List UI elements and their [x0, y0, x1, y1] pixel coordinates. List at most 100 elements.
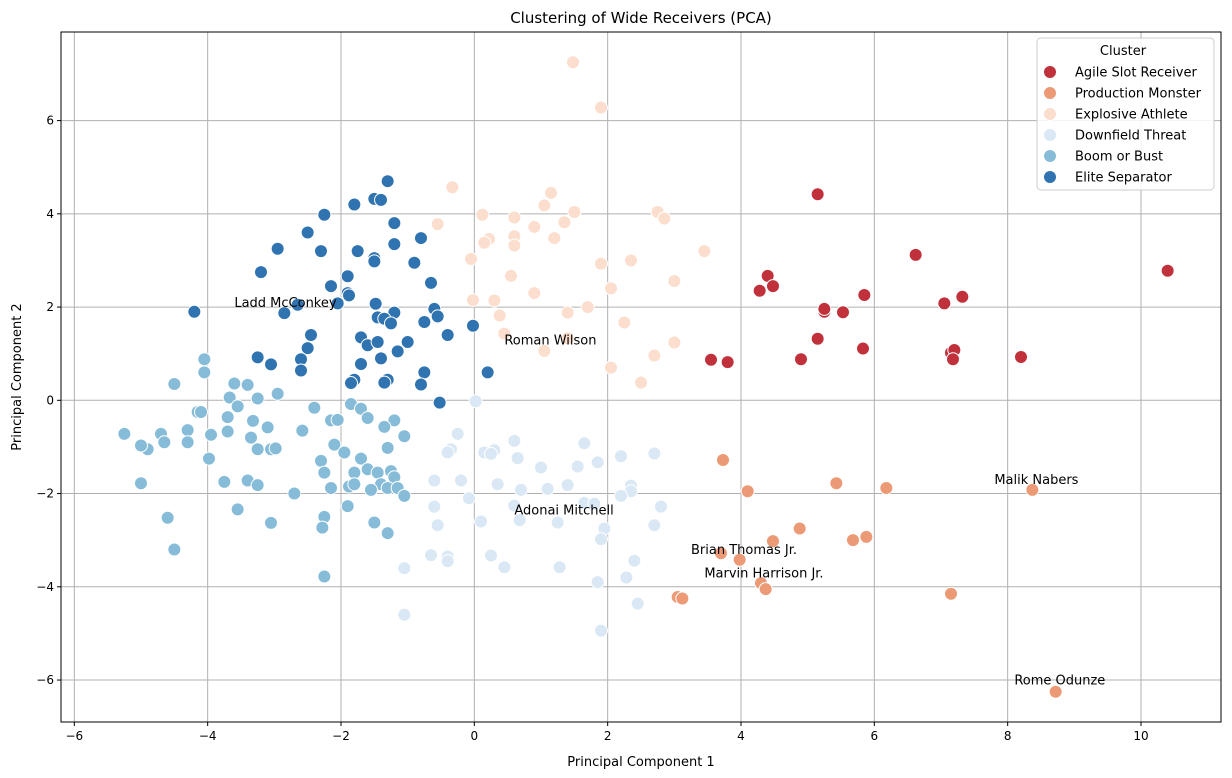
- point-boom-or-bust: [370, 465, 385, 480]
- point-explosive-athlete: [497, 326, 512, 341]
- point-explosive-athlete: [487, 293, 502, 308]
- point-downfield-threat: [497, 560, 512, 575]
- legend-marker: [1043, 86, 1057, 100]
- point-production-monster: [792, 521, 807, 536]
- point-boom-or-bust: [244, 430, 258, 445]
- point-production-monster: [766, 534, 780, 549]
- point-agile-slot-receiver: [794, 352, 808, 367]
- point-boom-or-bust: [397, 488, 412, 503]
- point-elite-separator: [370, 335, 385, 350]
- point-downfield-threat: [570, 459, 585, 474]
- legend-label: Explosive Athlete: [1075, 108, 1188, 123]
- annotation-label: Rome Odunze: [1014, 674, 1105, 689]
- point-downfield-threat: [397, 607, 412, 622]
- point-downfield-threat: [560, 478, 575, 493]
- point-boom-or-bust: [315, 520, 330, 535]
- x-tick-label: 2: [604, 729, 612, 743]
- point-boom-or-bust: [220, 424, 235, 439]
- point-downfield-threat: [619, 570, 634, 585]
- point-explosive-athlete: [504, 268, 518, 283]
- point-agile-slot-receiver: [836, 305, 850, 320]
- point-downfield-threat: [468, 394, 483, 409]
- point-boom-or-bust: [180, 435, 195, 450]
- point-elite-separator: [340, 269, 355, 284]
- point-elite-separator: [270, 241, 285, 256]
- data-points: [117, 55, 1175, 699]
- point-explosive-athlete: [507, 210, 522, 225]
- point-downfield-threat: [550, 515, 565, 530]
- point-explosive-athlete: [547, 231, 562, 246]
- point-boom-or-bust: [324, 480, 338, 495]
- point-elite-separator: [374, 351, 388, 366]
- point-explosive-athlete: [492, 308, 507, 323]
- point-elite-separator: [400, 335, 415, 350]
- plot-frame: [60, 31, 1222, 723]
- point-boom-or-bust: [117, 426, 132, 441]
- point-downfield-threat: [627, 553, 642, 568]
- point-elite-separator: [417, 365, 432, 380]
- x-tick-label: −2: [332, 729, 350, 743]
- point-explosive-athlete: [624, 253, 638, 268]
- point-elite-separator: [294, 363, 308, 378]
- axis-ticks: −6 −4 −2 0 2 4 6 8 10 −6 −4 −2 0 2 4 6: [36, 114, 1148, 743]
- point-boom-or-bust: [197, 365, 212, 380]
- point-boom-or-bust: [167, 542, 182, 557]
- series-elite-separator: [187, 174, 495, 410]
- point-downfield-threat: [427, 499, 442, 514]
- point-elite-separator: [367, 254, 382, 269]
- point-agile-slot-receiver: [1160, 263, 1175, 278]
- point-downfield-threat: [512, 513, 527, 528]
- point-downfield-threat: [427, 473, 442, 488]
- annotation-label: Brian Thomas Jr.: [691, 543, 797, 558]
- point-boom-or-bust: [197, 352, 212, 367]
- annotation-label: Malik Nabers: [994, 473, 1078, 488]
- point-elite-separator: [317, 207, 332, 222]
- point-boom-or-bust: [240, 377, 255, 392]
- x-tick-label: 4: [737, 729, 745, 743]
- point-elite-separator: [342, 288, 356, 303]
- point-elite-separator: [384, 316, 398, 331]
- point-boom-or-bust: [380, 526, 395, 541]
- point-boom-or-bust: [307, 400, 322, 415]
- series-explosive-athlete: [430, 55, 712, 390]
- point-agile-slot-receiver: [752, 283, 767, 298]
- point-explosive-athlete: [507, 238, 522, 253]
- point-downfield-threat: [630, 596, 645, 611]
- y-tick-label: −6: [36, 673, 54, 687]
- point-boom-or-bust: [217, 474, 232, 489]
- point-explosive-athlete: [544, 185, 558, 200]
- point-downfield-threat: [654, 499, 668, 514]
- point-agile-slot-receiver: [857, 287, 872, 302]
- legend-marker: [1043, 149, 1057, 163]
- point-boom-or-bust: [330, 412, 345, 427]
- point-explosive-athlete: [604, 281, 618, 296]
- point-boom-or-bust: [340, 499, 355, 514]
- point-explosive-athlete: [445, 180, 460, 195]
- annotation-label: Roman Wilson: [504, 333, 596, 348]
- point-agile-slot-receiver: [817, 301, 832, 316]
- point-elite-separator: [264, 357, 278, 372]
- point-elite-separator: [430, 309, 445, 324]
- point-agile-slot-receiver: [856, 341, 870, 356]
- point-downfield-threat: [647, 518, 662, 533]
- point-boom-or-bust: [387, 413, 402, 428]
- series-downfield-threat: [397, 394, 668, 638]
- point-boom-or-bust: [360, 411, 375, 426]
- point-downfield-threat: [474, 514, 488, 529]
- point-elite-separator: [387, 216, 402, 231]
- point-annotations: Ladd McConkey Roman Wilson Malik Nabers Ado…: [234, 296, 1105, 689]
- legend-marker: [1043, 107, 1057, 121]
- y-tick-label: 0: [46, 393, 54, 407]
- point-boom-or-bust: [157, 435, 172, 450]
- legend-label: Boom or Bust: [1075, 150, 1163, 165]
- x-tick-label: 0: [471, 729, 479, 743]
- point-boom-or-bust: [250, 442, 265, 457]
- point-production-monster: [675, 591, 690, 606]
- point-downfield-threat: [587, 496, 602, 511]
- point-boom-or-bust: [337, 445, 352, 460]
- point-elite-separator: [290, 297, 305, 312]
- point-downfield-threat: [540, 481, 555, 496]
- point-downfield-threat: [590, 455, 605, 470]
- point-boom-or-bust: [250, 478, 265, 493]
- point-explosive-athlete: [634, 375, 648, 390]
